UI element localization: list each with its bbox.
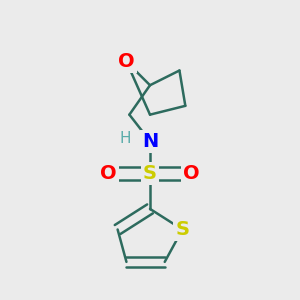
Text: S: S	[143, 164, 157, 183]
Text: O: O	[118, 52, 135, 71]
Text: O: O	[100, 164, 117, 183]
Text: H: H	[119, 131, 131, 146]
Text: O: O	[183, 164, 200, 183]
Text: N: N	[142, 132, 158, 151]
Text: S: S	[176, 220, 189, 239]
